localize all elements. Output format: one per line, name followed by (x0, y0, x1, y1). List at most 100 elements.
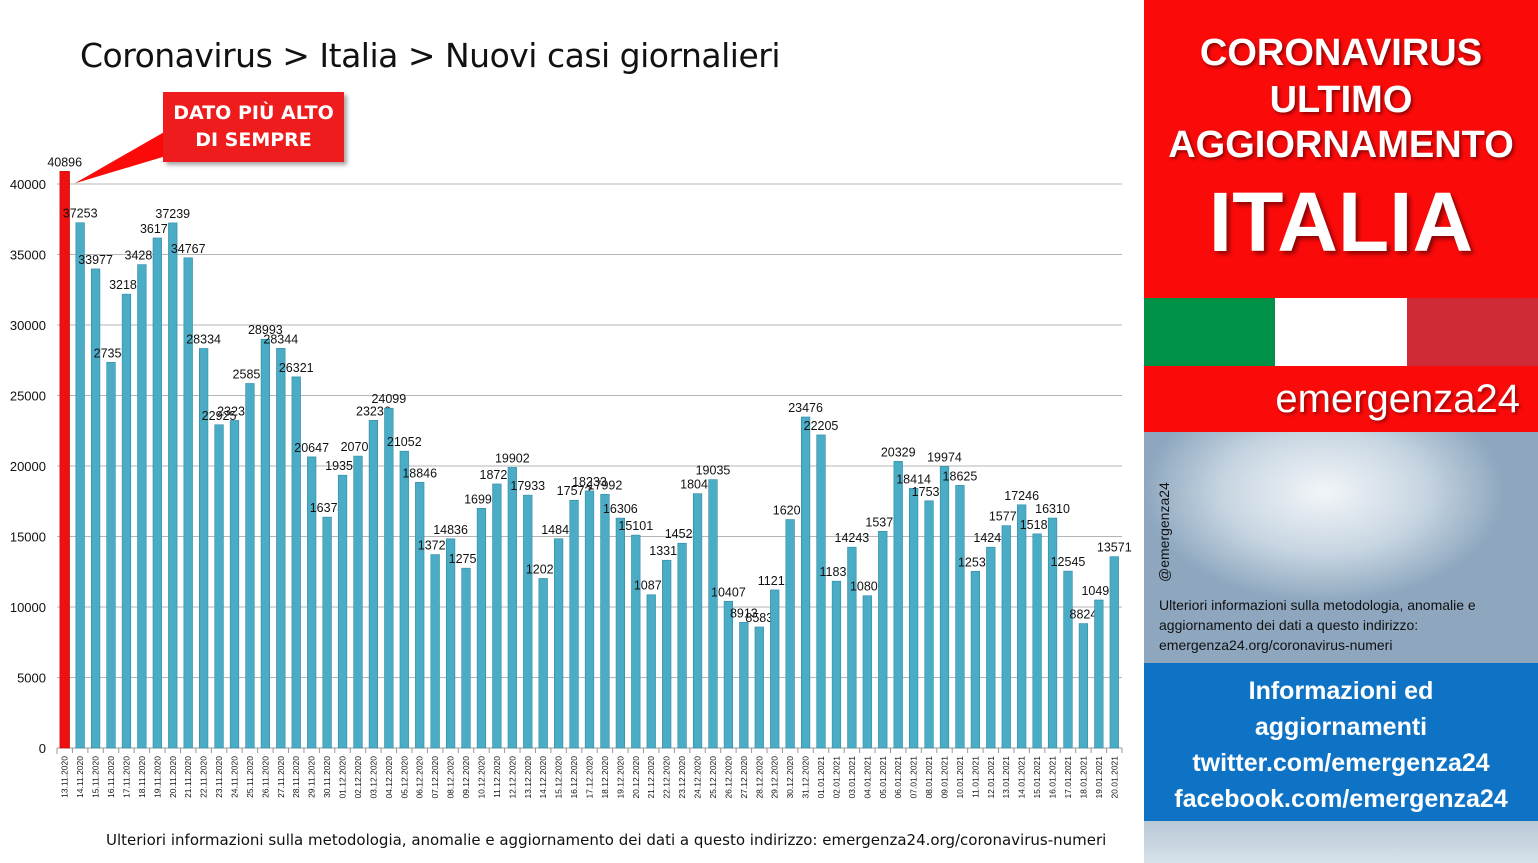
twitter-link[interactable]: twitter.com/emergenza24 (1192, 749, 1490, 777)
brand-bar: emergenza24 (1144, 366, 1538, 432)
panel-bottom-strip (1144, 821, 1538, 863)
data-label: 18040 (680, 478, 715, 492)
x-tick-label: 03.12.2020 (368, 756, 378, 799)
x-tick-label: 06.01.2021 (893, 756, 903, 799)
update-banner: CORONAVIRUS ULTIMO AGGIORNAMENTO ITALIA (1144, 0, 1538, 298)
x-tick-label: 01.12.2020 (338, 756, 348, 799)
data-label: 17246 (1004, 489, 1039, 503)
bar (353, 455, 363, 749)
bar (368, 420, 379, 749)
data-label: 13318 (649, 544, 684, 558)
bar (615, 517, 625, 749)
bar (770, 589, 780, 749)
data-label: 16374 (310, 501, 345, 515)
bar (646, 594, 656, 749)
bar (245, 383, 255, 749)
x-tick-label: 29.12.2020 (770, 756, 780, 799)
x-tick-label: 14.01.2021 (1017, 756, 1027, 799)
bar (847, 546, 857, 749)
bar (214, 424, 224, 749)
bar (322, 516, 332, 749)
x-tick-label: 04.12.2020 (384, 756, 394, 799)
data-label: 14522 (665, 527, 700, 541)
x-tick-label: 20.11.2020 (168, 756, 178, 798)
x-tick-label: 13.12.2020 (523, 756, 533, 799)
x-tick-label: 09.12.2020 (461, 756, 471, 799)
x-tick-label: 15.12.2020 (554, 756, 564, 799)
brand-name: emergenza24 (1275, 377, 1520, 421)
x-tick-label: 02.12.2020 (353, 756, 363, 799)
bar (90, 268, 101, 749)
bar (384, 407, 394, 749)
data-label: 14241 (973, 531, 1008, 545)
bar (800, 416, 811, 749)
x-tick-label: 30.11.2020 (322, 756, 332, 798)
x-tick-label: 22.12.2020 (662, 756, 672, 799)
x-tick-label: 09.01.2021 (940, 756, 950, 799)
data-label: 19974 (927, 450, 962, 464)
bar (862, 595, 872, 749)
data-label: 17572 (557, 484, 592, 498)
data-label: 16310 (1035, 502, 1070, 516)
facebook-link[interactable]: facebook.com/emergenza24 (1174, 785, 1508, 813)
bar (1063, 570, 1073, 749)
bar (168, 222, 178, 749)
bar (260, 338, 270, 749)
social-links-box: Informazioni ed aggiornamenti twitter.co… (1144, 663, 1538, 821)
x-tick-label: 28.12.2020 (754, 756, 764, 799)
bar (415, 481, 425, 749)
data-label: 19035 (696, 464, 731, 478)
x-tick-label: 14.12.2020 (538, 756, 548, 799)
data-label: 37239 (155, 207, 190, 221)
data-label: 12025 (526, 562, 561, 576)
x-tick-label: 25.12.2020 (708, 756, 718, 799)
social-handle: @emergenza24 (1156, 482, 1172, 582)
bar (199, 348, 209, 749)
x-tick-label: 05.01.2021 (878, 756, 888, 799)
bar (229, 420, 240, 749)
x-tick-label: 29.11.2020 (307, 756, 317, 798)
x-tick-label: 24.11.2020 (230, 756, 240, 798)
data-label: 16202 (773, 504, 808, 518)
data-label: 12532 (958, 555, 993, 569)
x-tick-label: 31.12.2020 (801, 756, 811, 799)
callout-line-2: DI SEMPRE (195, 129, 312, 151)
x-tick-label: 26.11.2020 (260, 756, 270, 798)
data-label: 37253 (63, 207, 98, 221)
x-tick-label: 23.12.2020 (677, 756, 687, 799)
x-tick-label: 15.01.2021 (1032, 756, 1042, 799)
data-label: 40896 (47, 155, 82, 169)
data-label: 10870 (634, 579, 669, 593)
bar (183, 257, 193, 749)
x-tick-label: 13.11.2020 (60, 756, 70, 798)
data-label: 10497 (1081, 584, 1116, 598)
data-label: 23231 (217, 404, 252, 418)
data-label: 10800 (850, 580, 885, 594)
bar (955, 485, 965, 749)
x-tick-label: 11.12.2020 (492, 756, 502, 798)
bar (1094, 599, 1104, 749)
y-tick-label: 0 (39, 741, 46, 756)
x-tick-label: 27.11.2020 (276, 756, 286, 798)
bar (1032, 533, 1042, 749)
data-label: 22925 (202, 409, 237, 423)
bar (1047, 517, 1058, 749)
bar (1078, 623, 1089, 749)
x-tick-label: 16.01.2021 (1048, 756, 1058, 799)
data-label: 34767 (171, 242, 206, 256)
data-label: 33977 (78, 253, 113, 267)
data-label: 16306 (603, 502, 638, 516)
bar (584, 490, 595, 749)
bar (492, 483, 502, 749)
y-tick-label: 20000 (10, 459, 46, 474)
x-tick-label: 20.12.2020 (631, 756, 641, 799)
data-label: 24099 (371, 392, 406, 406)
x-tick-label: 16.11.2020 (106, 756, 116, 798)
data-label: 11212 (758, 574, 792, 588)
data-label: 28993 (248, 323, 283, 337)
data-label: 18625 (943, 469, 978, 483)
bar (476, 508, 487, 749)
data-label: 20329 (881, 445, 916, 459)
panel-methodology-note: Ulteriori informazioni sulla metodologia… (1159, 597, 1476, 653)
data-label: 14840 (541, 523, 576, 537)
